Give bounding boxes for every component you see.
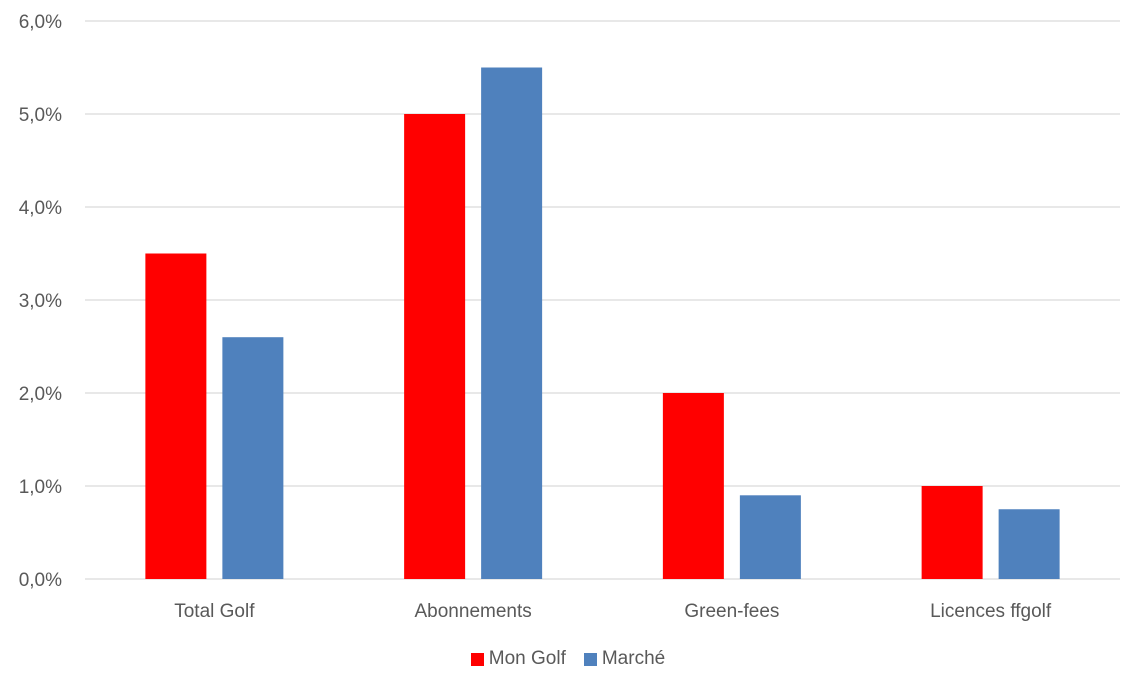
legend-label-marche: Marché	[601, 648, 666, 669]
y-axis-ticks: 0,0% 1,0% 2,0% 3,0% 4,0% 5,0% 6,0%	[19, 12, 62, 591]
y-tick-label: 6,0%	[19, 12, 62, 33]
x-tick-label: Abonnements	[415, 601, 532, 622]
bar-mon-golf-0	[145, 253, 207, 579]
x-tick-label: Licences ffgolf	[930, 601, 1052, 622]
legend-label-mon-golf: Mon Golf	[488, 648, 566, 669]
bar-march--2	[739, 495, 801, 579]
bar-mon-golf-2	[662, 393, 724, 579]
y-tick-label: 1,0%	[19, 477, 62, 498]
legend: Mon Golf Marché	[0, 648, 1136, 670]
bar-mon-golf-3	[921, 486, 983, 579]
y-tick-label: 5,0%	[19, 105, 62, 126]
bar-mon-golf-1	[404, 114, 466, 579]
x-tick-label: Green-fees	[684, 601, 779, 622]
y-tick-label: 3,0%	[19, 291, 62, 312]
bar-march--0	[222, 337, 284, 579]
legend-swatch-mon-golf	[470, 652, 484, 666]
legend-item-mon-golf: Mon Golf	[470, 648, 566, 670]
y-tick-label: 0,0%	[19, 570, 62, 591]
x-axis-ticks: Total Golf Abonnements Green-fees Licences …	[174, 601, 1052, 622]
bar-march--3	[998, 509, 1060, 579]
bars	[145, 67, 1060, 579]
y-tick-label: 2,0%	[19, 384, 62, 405]
x-tick-label: Total Golf	[174, 601, 255, 622]
y-tick-label: 4,0%	[19, 198, 62, 219]
bar-march--1	[481, 67, 543, 579]
legend-item-marche: Marché	[583, 648, 666, 670]
legend-swatch-marche	[583, 652, 597, 666]
